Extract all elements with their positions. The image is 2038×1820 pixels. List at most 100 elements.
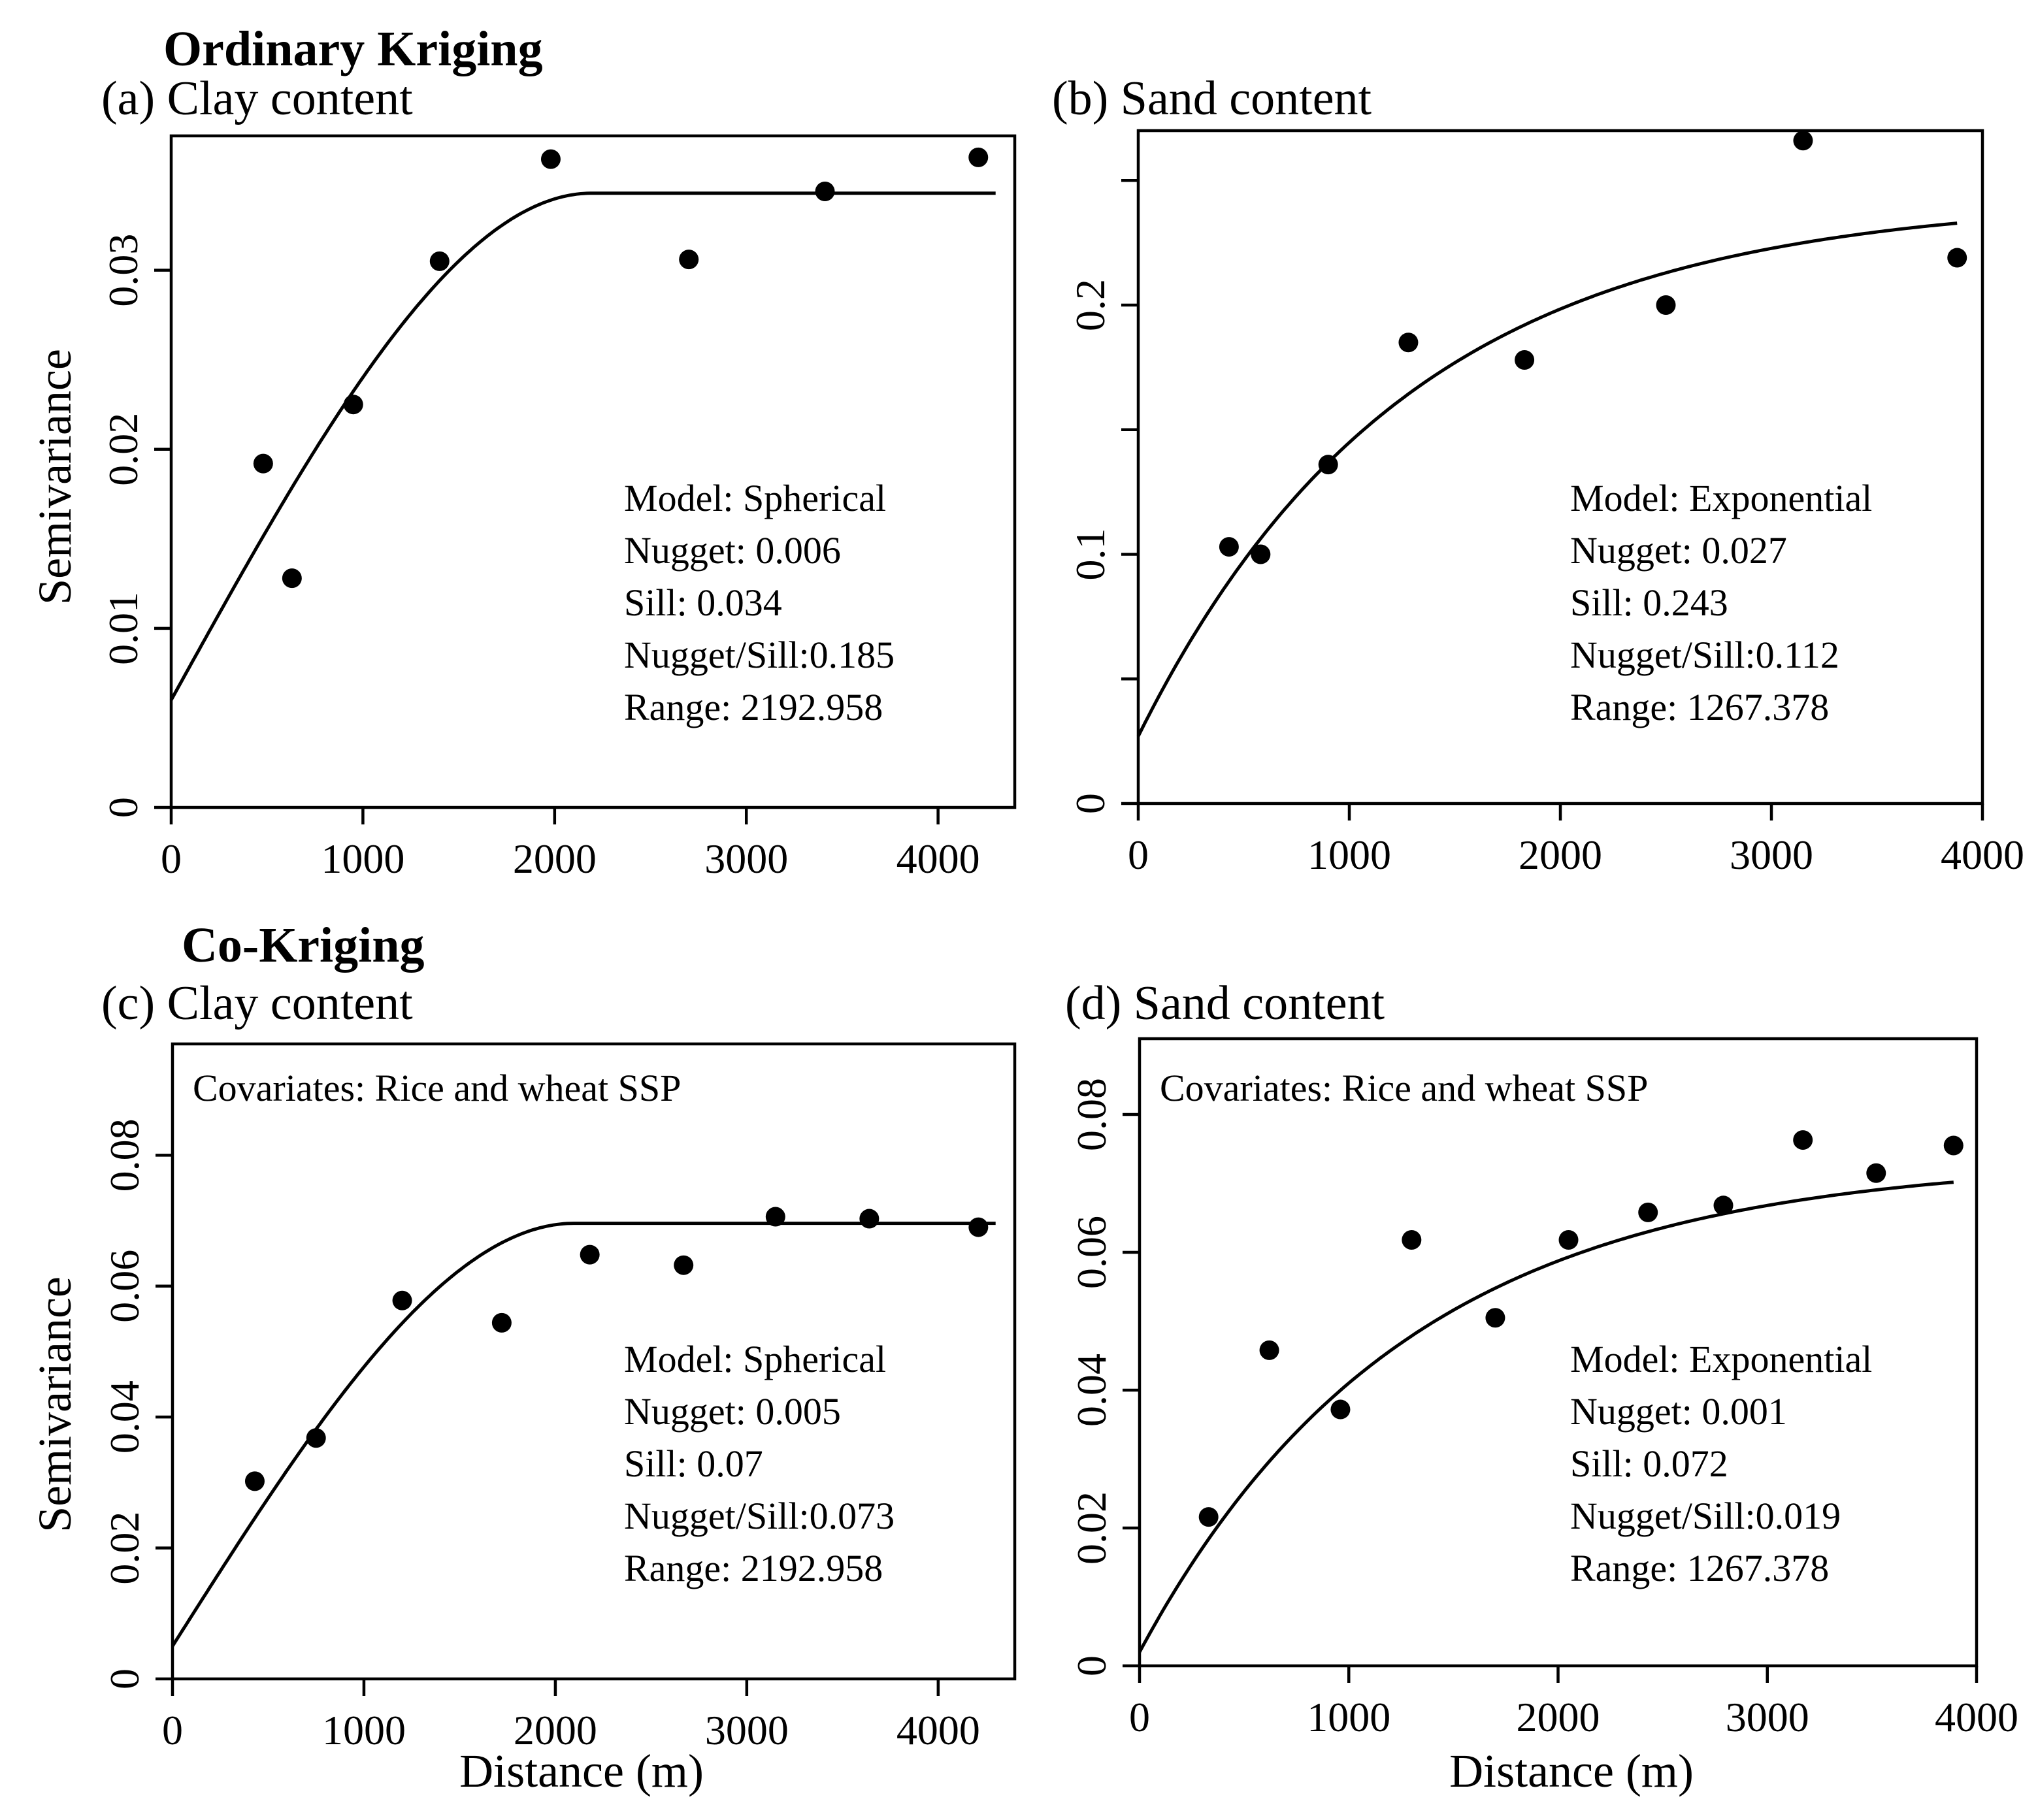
panel-title: (a) Clay content — [101, 72, 413, 125]
x-tick-label: 0 — [1129, 1694, 1150, 1740]
panel-d: (d) Sand content 0 1000 2000 3000 4000 0 0.02 0.… — [1065, 977, 2018, 1797]
x-tick-label: 2000 — [514, 1707, 597, 1753]
stats-line: Sill: 0.243 — [1570, 581, 1728, 624]
data-point — [429, 251, 450, 271]
y-tick-label: 0 — [1068, 1655, 1115, 1676]
data-point — [1713, 1195, 1734, 1216]
x-axis: 0 1000 2000 3000 4000 — [1128, 804, 2024, 878]
stats-line: Model: Exponential — [1570, 477, 1872, 519]
stats-line: Range: 1267.378 — [1570, 686, 1829, 728]
y-axis: 0 0.01 0.02 0.03 — [100, 234, 171, 818]
x-axis-label: Distance (m) — [459, 1745, 704, 1797]
stats-line: Nugget/Sill:0.112 — [1570, 634, 1839, 676]
y-tick-label: 0 — [100, 797, 146, 818]
x-tick-label: 2000 — [1519, 832, 1602, 878]
plot-frame — [169, 134, 1017, 809]
data-point — [1947, 248, 1967, 268]
x-tick-label: 4000 — [896, 1707, 980, 1753]
data-point — [392, 1290, 412, 1310]
data-point — [679, 250, 699, 270]
model-curve — [1138, 1180, 1954, 1653]
y-tick-label: 0.04 — [101, 1380, 148, 1454]
y-tick-label: 0.1 — [1067, 528, 1113, 581]
covariates-note: Covariates: Rice and wheat SSP — [1160, 1067, 1648, 1109]
stats-line: Nugget/Sill:0.073 — [624, 1495, 895, 1537]
data-point — [1219, 537, 1239, 557]
x-tick-label: 0 — [161, 836, 182, 882]
y-axis: 0 0.02 0.04 0.06 0.08 — [1068, 1078, 1140, 1676]
stats-line: Model: Spherical — [624, 477, 886, 519]
data-point — [1485, 1308, 1505, 1328]
panel-a: (a) Clay content 0 1000 2000 3000 4000 0 0.01 0.… — [29, 72, 1017, 882]
stats-line: Range: 2192.958 — [624, 1547, 883, 1589]
stats-line: Range: 2192.958 — [624, 686, 883, 728]
data-point — [282, 568, 302, 589]
stats-line: Nugget/Sill:0.185 — [624, 634, 895, 676]
y-tick-label: 0.06 — [101, 1250, 148, 1323]
data-point — [968, 1217, 989, 1237]
stats-line: Nugget: 0.027 — [1570, 529, 1787, 572]
section-title-co-kriging: Co-Kriging — [182, 918, 425, 973]
plot-frame — [1136, 129, 1984, 805]
y-axis: 0 0.1 0.2 — [1067, 179, 1138, 814]
data-point — [1638, 1202, 1658, 1222]
panel-c: (c) Clay content 0 1000 2000 3000 4000 0 0.02 0.… — [29, 977, 1017, 1797]
covariates-note: Covariates: Rice and wheat SSP — [193, 1067, 681, 1109]
y-tick-label: 0.08 — [101, 1118, 148, 1192]
plot-frame — [171, 1042, 1017, 1681]
data-points — [1219, 131, 1967, 564]
y-tick-label: 0.06 — [1068, 1216, 1115, 1289]
stats-line: Nugget/Sill:0.019 — [1570, 1495, 1841, 1537]
y-tick-label: 0.02 — [101, 1512, 148, 1585]
y-tick-label: 0.04 — [1068, 1354, 1115, 1427]
data-point — [1793, 1130, 1813, 1150]
model-curve — [1136, 221, 1958, 738]
data-point — [765, 1207, 785, 1227]
panel-b: (b) Sand content 0 1000 2000 3000 4000 0 0.1 0.2… — [1052, 72, 2024, 878]
y-tick-label: 0.02 — [100, 413, 146, 486]
data-point — [253, 453, 273, 474]
data-point — [968, 147, 989, 167]
panel-title: (b) Sand content — [1052, 72, 1372, 125]
x-axis: 0 1000 2000 3000 4000 — [162, 1679, 980, 1753]
x-axis: 0 1000 2000 3000 4000 — [1129, 1666, 2018, 1740]
model-curve — [169, 191, 996, 701]
data-point — [1515, 349, 1535, 370]
x-tick-label: 0 — [162, 1707, 183, 1753]
y-tick-label: 0.2 — [1067, 279, 1113, 331]
data-point — [580, 1244, 600, 1265]
stats-line: Nugget: 0.005 — [624, 1390, 841, 1433]
data-point — [859, 1209, 879, 1229]
y-axis-label: Semivariance — [29, 349, 81, 605]
model-stats: Model: Exponential Nugget: 0.001 Sill: 0.0… — [1570, 1338, 1872, 1589]
x-tick-label: 1000 — [322, 1707, 406, 1753]
x-tick-label: 3000 — [704, 836, 788, 882]
x-tick-label: 3000 — [1730, 832, 1813, 878]
stats-line: Range: 1267.378 — [1570, 1547, 1829, 1589]
x-tick-label: 1000 — [1307, 1694, 1390, 1740]
data-point — [1656, 295, 1676, 316]
data-point — [306, 1428, 326, 1448]
x-tick-label: 2000 — [1517, 1694, 1600, 1740]
data-points — [253, 147, 989, 589]
stats-line: Sill: 0.034 — [624, 581, 782, 624]
panel-title: (c) Clay content — [101, 977, 413, 1030]
stats-line: Nugget: 0.006 — [624, 529, 841, 572]
x-tick-label: 1000 — [321, 836, 404, 882]
stats-line: Sill: 0.07 — [624, 1442, 763, 1485]
x-tick-label: 3000 — [1726, 1694, 1809, 1740]
x-tick-label: 4000 — [1941, 832, 2024, 878]
model-stats: Model: Exponential Nugget: 0.027 Sill: 0.2… — [1570, 477, 1872, 728]
data-points — [244, 1207, 989, 1491]
y-tick-label: 0.03 — [100, 234, 146, 307]
data-point — [244, 1471, 265, 1491]
panel-title: (d) Sand content — [1065, 977, 1385, 1030]
y-tick-label: 0.01 — [100, 592, 146, 665]
data-point — [1251, 544, 1271, 564]
x-axis: 0 1000 2000 3000 4000 — [161, 807, 980, 882]
data-points — [1198, 1130, 1964, 1527]
data-point — [1866, 1163, 1886, 1183]
model-stats: Model: Spherical Nugget: 0.006 Sill: 0.034… — [624, 477, 895, 728]
x-tick-label: 2000 — [513, 836, 597, 882]
